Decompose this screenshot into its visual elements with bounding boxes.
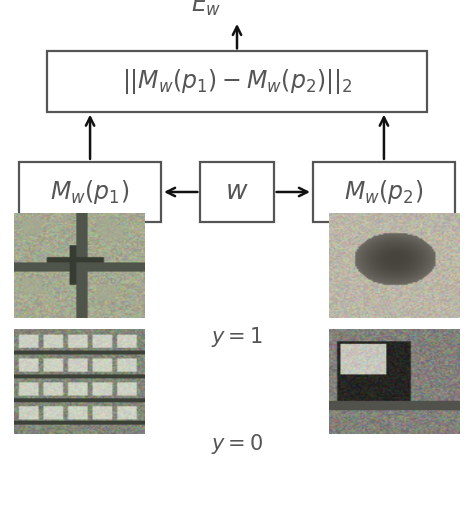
Text: $w$: $w$ — [225, 179, 249, 205]
Text: $p_1$: $p_1$ — [50, 219, 73, 239]
Text: $y = 0$: $y = 0$ — [211, 432, 263, 457]
FancyBboxPatch shape — [200, 162, 274, 222]
FancyBboxPatch shape — [47, 52, 427, 112]
Text: $M_w(p_1)$: $M_w(p_1)$ — [51, 178, 129, 206]
Text: $||M_w(p_1) - M_w(p_2)||_2$: $||M_w(p_1) - M_w(p_2)||_2$ — [122, 67, 352, 96]
FancyBboxPatch shape — [313, 162, 455, 222]
Text: $p_2$: $p_2$ — [342, 219, 365, 239]
Text: $M_w(p_2)$: $M_w(p_2)$ — [345, 178, 423, 206]
FancyBboxPatch shape — [19, 162, 161, 222]
Text: $E_w$: $E_w$ — [191, 0, 221, 18]
Text: $y = 1$: $y = 1$ — [211, 325, 263, 349]
